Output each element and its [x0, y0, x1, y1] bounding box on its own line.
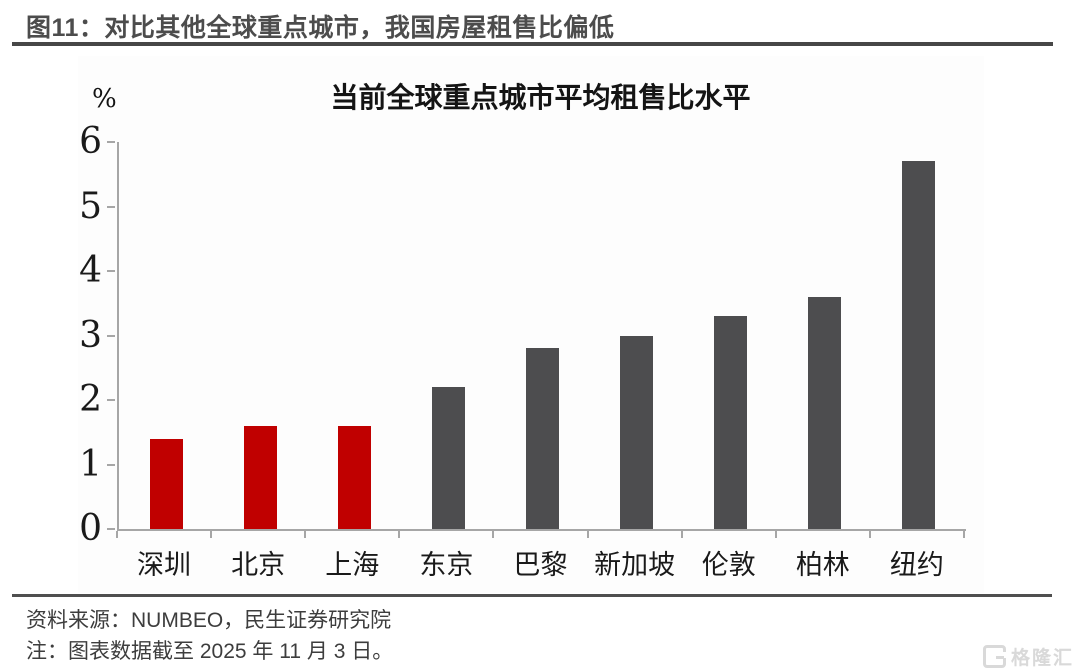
y-axis-tick: [107, 399, 115, 401]
y-tick-label: 2: [79, 379, 102, 420]
chart-bar: [431, 387, 465, 529]
y-tick-label: 4: [79, 250, 102, 291]
x-category-label: 柏林: [795, 550, 850, 581]
x-category-label: 纽约: [889, 550, 944, 581]
y-axis-tick: [107, 528, 115, 530]
title-underline-rule: [12, 42, 1053, 46]
y-axis-tick: [107, 463, 115, 466]
chart-bar: [337, 425, 371, 529]
x-axis-tick: [304, 531, 307, 538]
chart-bar: [808, 296, 842, 529]
x-axis-tick: [868, 531, 871, 538]
x-category-label: 深圳: [137, 550, 192, 581]
source-text: 资料来源：NUMBEO，民生证券研究院: [26, 609, 392, 632]
y-axis-tick: [107, 270, 115, 272]
logo-notch: [997, 652, 1006, 658]
y-axis-tick: [107, 334, 115, 337]
x-axis-tick: [116, 531, 118, 538]
y-axis-unit-label: %: [92, 84, 117, 114]
chart-bar: [714, 316, 748, 529]
chart-bar: [526, 348, 559, 529]
x-category-label: 巴黎: [513, 550, 568, 581]
chart-bar: [620, 335, 654, 529]
x-axis-tick: [774, 531, 777, 538]
watermark-label: 格隆汇: [1010, 648, 1074, 669]
x-axis-tick: [963, 531, 965, 538]
y-tick-label: 1: [79, 443, 102, 485]
x-axis-tick: [210, 531, 213, 538]
note-text: 注：图表数据截至 2025 年 11 月 3 日。: [26, 640, 394, 663]
chart-bar: [902, 161, 936, 529]
x-axis-tick: [398, 531, 401, 538]
x-category-label: 伦敦: [701, 550, 756, 581]
x-axis-tick: [492, 531, 495, 538]
x-category-label: 东京: [419, 550, 474, 581]
x-category-label: 新加坡: [594, 550, 676, 581]
x-category-label: 上海: [325, 550, 380, 581]
chart-title: 当前全球重点城市平均租售比水平: [330, 81, 751, 114]
plot-area: [117, 142, 966, 531]
x-axis-tick: [586, 531, 589, 538]
gelonghui-logo-icon: [982, 645, 1006, 668]
x-category-label: 北京: [231, 550, 286, 581]
y-tick-label: 6: [79, 121, 102, 162]
y-tick-label: 0: [79, 508, 102, 549]
y-tick-label: 5: [79, 185, 102, 227]
y-axis-tick: [107, 141, 115, 143]
y-tick-label: 3: [79, 314, 102, 356]
chart-bar: [243, 425, 277, 529]
figure-title: 图11：对比其他全球重点城市，我国房屋租售比偏低: [26, 14, 615, 42]
x-axis-tick: [680, 531, 683, 538]
watermark: 格隆汇: [982, 643, 1074, 670]
logo-bar: [995, 656, 1004, 659]
footer-divider-rule: [12, 594, 1052, 597]
y-axis-tick: [107, 205, 115, 208]
chart-bar: [149, 438, 183, 529]
